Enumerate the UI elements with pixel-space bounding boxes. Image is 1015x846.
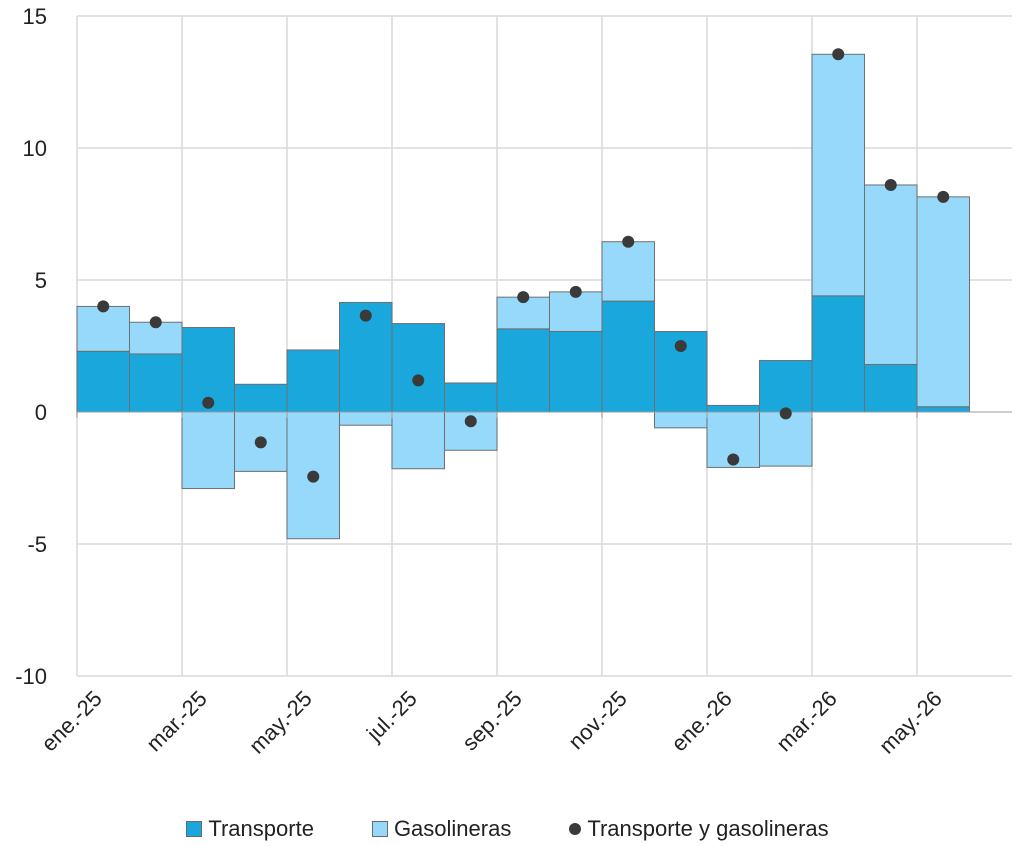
total-marker-8	[517, 291, 530, 304]
legend-swatch-gasolineras	[371, 821, 388, 837]
bar-gasolineras-5	[339, 411, 393, 426]
y-tick-label: -10	[15, 664, 47, 689]
bar-transporte-16	[916, 406, 970, 413]
bar-transporte-8	[496, 328, 550, 413]
bar-transporte-4	[286, 349, 340, 413]
bar-transporte-7	[444, 382, 498, 413]
total-marker-16	[937, 190, 950, 203]
bar-transporte-9	[549, 330, 603, 413]
total-marker-12	[727, 453, 740, 466]
bar-transporte-3	[234, 383, 288, 413]
x-tick-label: nov.-25	[563, 686, 631, 754]
bar-transporte-10	[601, 300, 655, 413]
bar-gasolineras-15	[864, 184, 918, 365]
total-marker-4	[307, 470, 320, 483]
bar-transporte-6	[391, 323, 445, 413]
bar-transporte-12	[706, 404, 760, 413]
total-marker-7	[464, 415, 477, 428]
legend-swatch-transporte	[186, 821, 203, 837]
legend-marker-total	[569, 823, 582, 835]
legend-item-total: Transporte y gasolineras	[569, 816, 829, 842]
bar-gasolineras-9	[549, 291, 603, 332]
bar-gasolineras-13	[759, 411, 813, 467]
chart: 15 10 5 0 -5 -10 ene.-25 mar.-25 may.-25 jul.-25…	[15, 4, 1012, 759]
total-markers	[97, 48, 950, 483]
x-tick-label: may.-25	[244, 686, 317, 759]
total-marker-15	[884, 178, 897, 191]
total-marker-6	[412, 374, 425, 387]
legend: Transporte Gasolineras Transporte y gaso…	[0, 812, 1015, 846]
y-tick-label: 0	[35, 400, 47, 425]
y-tick-label: -5	[27, 532, 47, 557]
bar-gasolineras-6	[391, 411, 445, 470]
x-tick-label: may.-26	[874, 686, 947, 759]
total-marker-2	[202, 396, 215, 409]
x-tick-label: ene.-26	[666, 686, 736, 756]
y-axis-tick-labels: 15 10 5 0 -5 -10	[15, 4, 47, 689]
bar-transporte-1	[129, 353, 183, 413]
total-marker-10	[622, 235, 635, 248]
bar-gasolineras-14	[811, 53, 865, 297]
bar-transporte-15	[864, 363, 918, 413]
bar-gasolineras-2	[181, 411, 235, 490]
total-marker-0	[97, 300, 110, 313]
x-tick-label: mar.-26	[771, 686, 841, 756]
bar-transporte-0	[76, 350, 130, 413]
x-tick-label: sep.-25	[457, 686, 527, 756]
total-marker-14	[832, 48, 845, 61]
y-tick-label: 15	[23, 4, 47, 29]
bars	[76, 53, 970, 540]
bar-gasolineras-11	[654, 411, 708, 429]
x-tick-label: ene.-25	[36, 686, 106, 756]
x-tick-label: mar.-25	[141, 686, 211, 756]
total-marker-11	[674, 340, 687, 352]
total-marker-1	[149, 316, 162, 329]
legend-label-gasolineras: Gasolineras	[393, 816, 512, 841]
total-marker-5	[359, 309, 372, 322]
bar-gasolineras-0	[76, 305, 130, 352]
total-marker-9	[569, 285, 582, 298]
legend-label-total: Transporte y gasolineras	[587, 816, 829, 841]
y-tick-label: 10	[23, 136, 47, 161]
bar-gasolineras-10	[601, 241, 655, 302]
total-marker-3	[254, 436, 267, 449]
legend-item-gasolineras: Gasolineras	[371, 816, 512, 842]
bar-transporte-14	[811, 295, 865, 413]
y-tick-label: 5	[35, 268, 47, 293]
x-tick-label: jul.-25	[361, 686, 422, 747]
legend-label-transporte: Transporte	[208, 816, 314, 841]
total-marker-13	[779, 407, 792, 420]
bar-gasolineras-16	[916, 196, 970, 408]
legend-item-transporte: Transporte	[186, 816, 314, 842]
bar-transporte-13	[759, 360, 813, 413]
